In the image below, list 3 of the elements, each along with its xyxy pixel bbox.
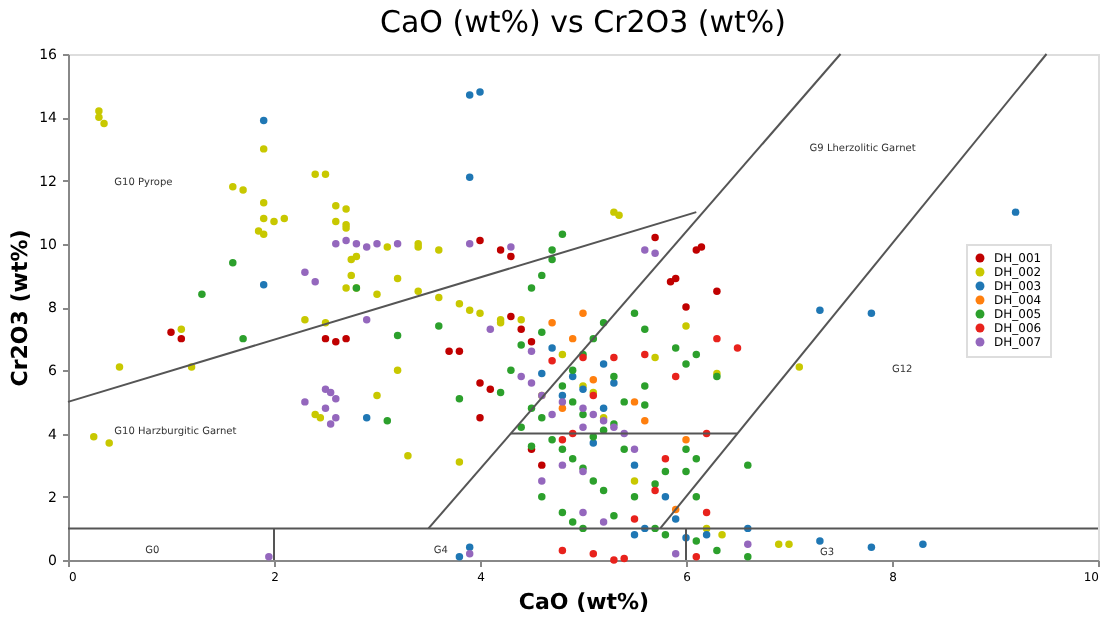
y-axis-title: Cr2O3 (wt%) bbox=[7, 229, 34, 387]
chart-title: CaO (wt%) vs Cr2O3 (wt%) bbox=[380, 4, 786, 40]
x-axis-title: CaO (wt%) bbox=[518, 589, 650, 615]
